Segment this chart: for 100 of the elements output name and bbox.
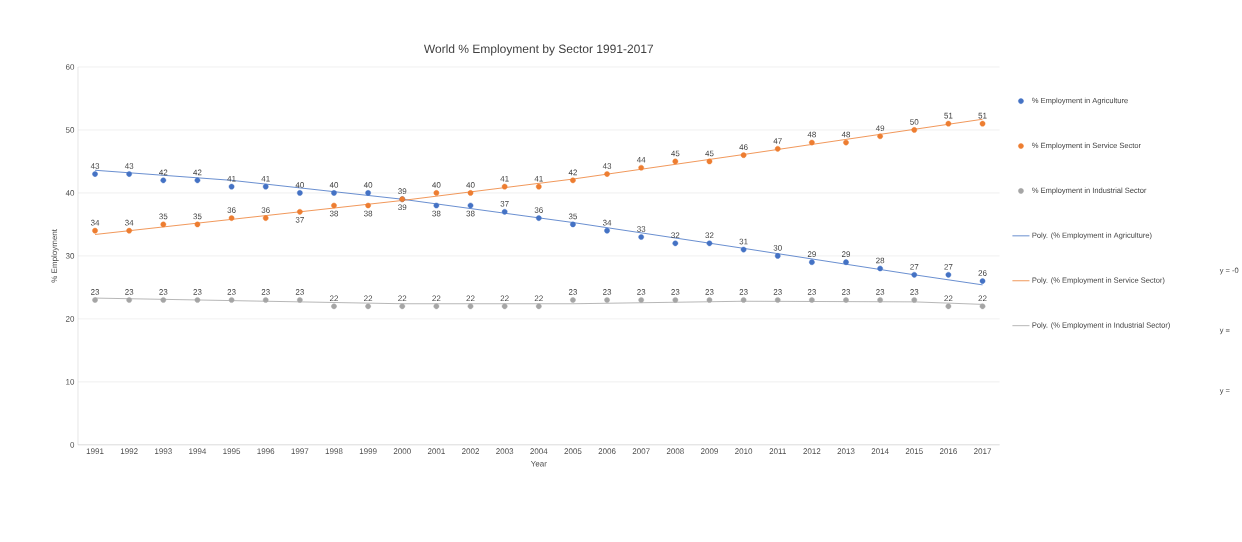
point	[570, 177, 576, 184]
x-tick-label: 2000	[393, 448, 411, 455]
point	[126, 171, 132, 177]
x-tick-label: 2002	[462, 448, 480, 455]
data-label: 27	[944, 264, 953, 270]
point	[604, 297, 610, 303]
y-tick-label: 20	[65, 316, 75, 322]
data-label: 23	[807, 289, 816, 295]
x-tick-label: 1998	[325, 448, 343, 455]
point	[740, 246, 747, 253]
data-label: 23	[227, 289, 236, 295]
data-label: 40	[295, 182, 304, 188]
point	[945, 272, 952, 278]
data-label: 32	[671, 232, 680, 239]
point	[126, 228, 132, 234]
x-tick-label: 1997	[291, 448, 309, 455]
data-label: 34	[602, 219, 612, 226]
point	[365, 190, 371, 196]
data-label: 32	[705, 232, 714, 239]
data-label: 45	[671, 150, 680, 157]
data-label: 34	[125, 219, 134, 226]
point	[297, 297, 303, 303]
data-label: 49	[875, 125, 885, 132]
point	[877, 265, 883, 272]
point	[877, 133, 883, 140]
x-tick-label: 2009	[700, 448, 718, 455]
data-label: 23	[773, 289, 782, 295]
x-tick-label: 1994	[189, 448, 207, 455]
x-tick-label: 2008	[666, 448, 684, 455]
data-label: 34	[90, 219, 100, 226]
point	[228, 183, 235, 190]
point	[604, 228, 610, 234]
data-label: 40	[329, 182, 339, 188]
data-label: 33	[637, 226, 646, 232]
x-tick-label: 1992	[120, 448, 138, 455]
data-label: 22	[466, 295, 475, 302]
point	[979, 278, 986, 284]
point	[467, 190, 474, 196]
point	[399, 303, 406, 310]
data-label: 42	[193, 169, 202, 176]
data-label: 35	[193, 213, 202, 220]
point	[433, 190, 440, 196]
data-label: 23	[841, 289, 851, 295]
data-label: 23	[568, 289, 578, 295]
point	[535, 303, 542, 310]
y-tick-label: 10	[66, 379, 75, 385]
x-tick-label: 2016	[939, 448, 957, 455]
point	[467, 303, 474, 310]
point	[501, 209, 508, 215]
point	[92, 228, 98, 234]
data-label: 26	[978, 270, 987, 276]
point	[228, 215, 235, 222]
data-label: 40	[432, 182, 441, 188]
x-tick-label: 1995	[223, 448, 241, 455]
point	[297, 209, 303, 215]
point	[740, 152, 747, 159]
x-tick-label: 2003	[496, 448, 514, 455]
data-label: 22	[432, 295, 441, 302]
data-label: 48	[807, 131, 816, 138]
point	[774, 297, 781, 303]
point	[433, 202, 440, 209]
data-label: 45	[705, 150, 714, 157]
point	[945, 120, 952, 127]
data-label: 23	[876, 289, 885, 295]
data-label: 27	[910, 264, 919, 270]
point	[331, 202, 337, 209]
point	[194, 221, 201, 228]
data-label: 35	[159, 213, 168, 220]
point	[809, 297, 815, 303]
chart-title: World % Employment by Sector 1991-2017	[423, 44, 654, 56]
point	[262, 297, 269, 303]
point	[945, 303, 952, 310]
point	[92, 171, 98, 177]
data-label: 31	[739, 238, 748, 245]
point	[672, 297, 679, 303]
point	[570, 221, 576, 228]
x-tick-label: 2001	[427, 448, 445, 455]
point	[535, 215, 542, 222]
point	[672, 158, 679, 165]
data-label: 23	[261, 289, 270, 295]
point	[979, 120, 986, 127]
point	[774, 146, 781, 152]
data-label: 29	[807, 251, 816, 258]
point	[672, 240, 679, 247]
point	[262, 215, 269, 222]
data-label: 23	[671, 289, 680, 295]
data-label: 23	[603, 289, 612, 295]
x-tick-label: 2011	[769, 448, 786, 455]
data-label: 22	[398, 295, 407, 302]
data-label: 22	[978, 295, 987, 302]
x-tick-label: 2015	[905, 448, 923, 455]
y-tick-label: 60	[65, 64, 75, 70]
x-tick-label: 2014	[871, 448, 889, 455]
data-label: 23	[193, 289, 202, 295]
point	[331, 190, 337, 196]
y-tick-label: 0	[70, 442, 75, 448]
data-label: 48	[841, 131, 851, 138]
point	[433, 303, 440, 310]
point	[877, 297, 883, 303]
data-label: 38	[363, 210, 373, 217]
